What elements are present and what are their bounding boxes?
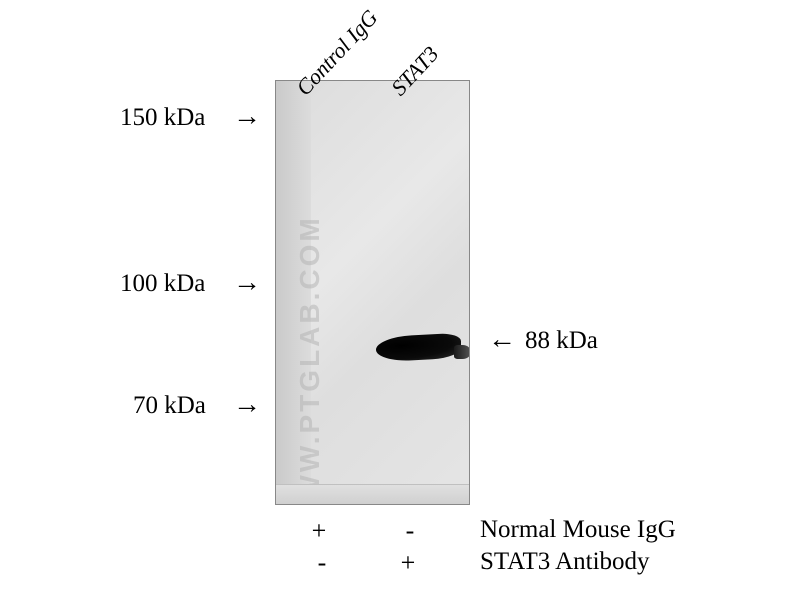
protein-band-tail: [454, 345, 470, 359]
legend-row1-lane1: +: [309, 516, 329, 546]
legend-row1-lane2: -: [400, 516, 420, 546]
band-label-88kda: 88 kDa: [525, 327, 598, 355]
legend-row1-text: Normal Mouse IgG: [480, 516, 676, 544]
mw-label-100: 100 kDa: [120, 270, 205, 298]
mw-arrow-150: →: [233, 103, 261, 131]
band-arrow: ←: [488, 326, 516, 354]
blot-membrane: WWW.PTGLAB.COM: [275, 80, 470, 505]
blot-bottom-shadow: [276, 484, 469, 504]
mw-arrow-70: →: [233, 391, 261, 419]
legend-row2-lane2: +: [398, 548, 418, 578]
mw-arrow-100: →: [233, 269, 261, 297]
mw-label-70: 70 kDa: [133, 392, 206, 420]
mw-label-150: 150 kDa: [120, 104, 205, 132]
legend-row2-text: STAT3 Antibody: [480, 548, 650, 576]
blot-left-shadow: [276, 81, 311, 504]
legend-row2-lane1: -: [312, 548, 332, 578]
figure-container: WWW.PTGLAB.COM Control IgG STAT3 150 kDa…: [0, 0, 800, 600]
